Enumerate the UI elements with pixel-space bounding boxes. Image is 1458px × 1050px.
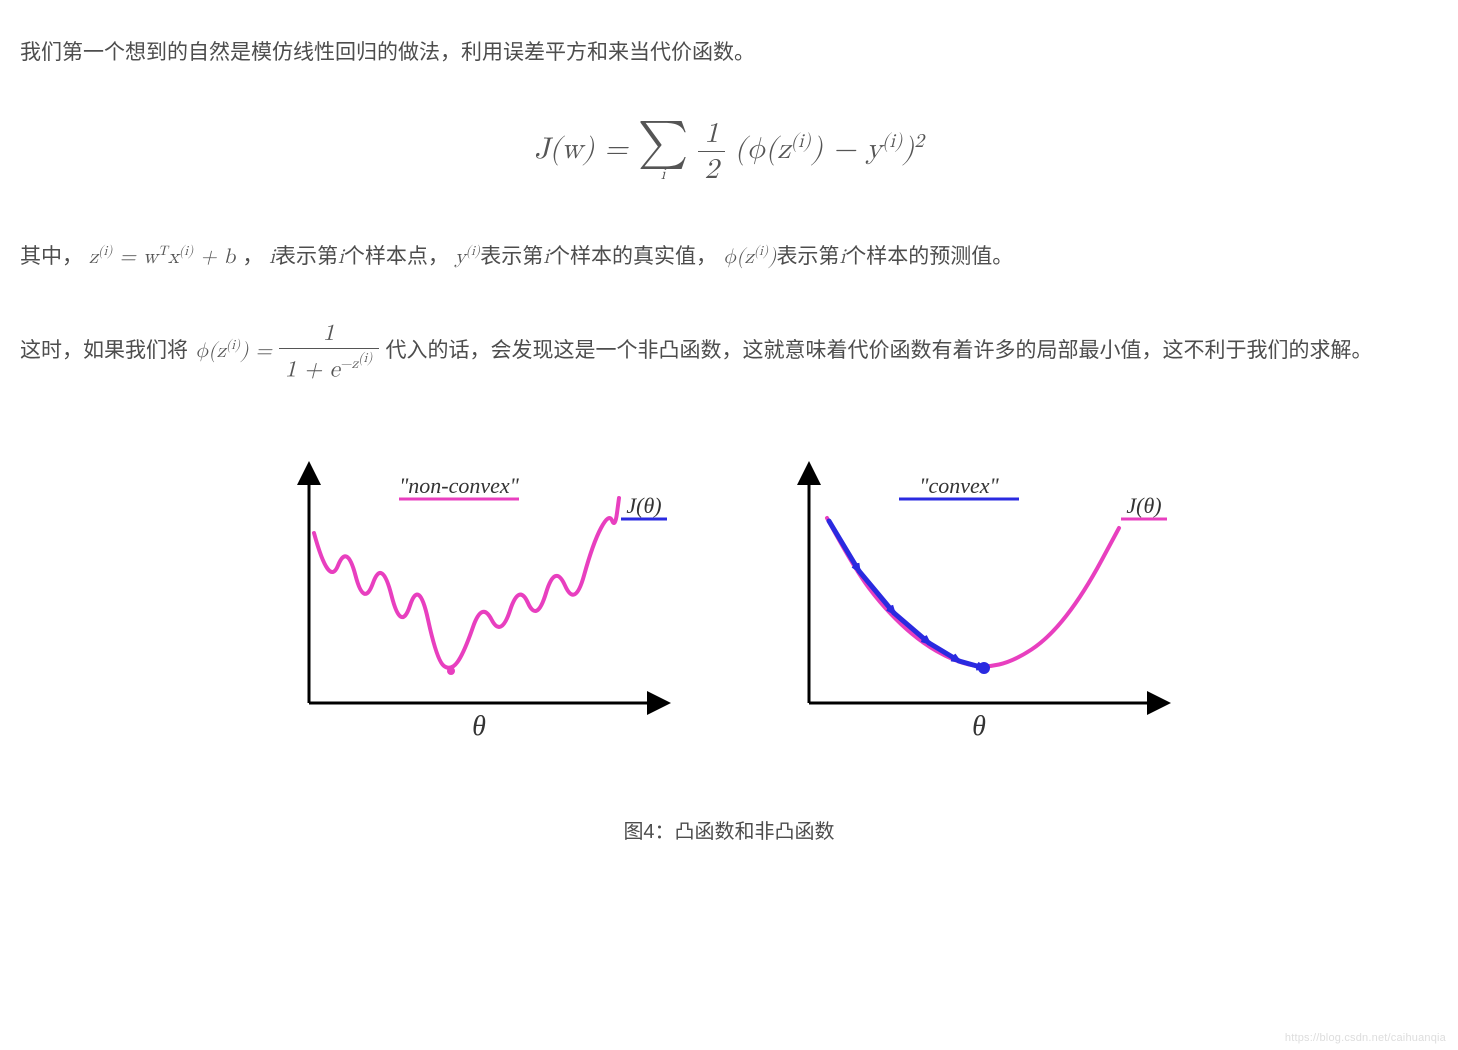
- svg-text:J(θ): J(θ): [1126, 493, 1161, 518]
- p3-mid1: 代入的话，会发现这是一个非凸函数，这就意味着代价函数有着许多的局部最小值，这不利…: [386, 339, 1373, 362]
- phi-z-symbol: ϕ(z(i)): [723, 247, 777, 268]
- intro-text: 我们第一个想到的自然是模仿线性回归的做法，利用误差平方和来当代价函数。: [20, 41, 755, 64]
- intro-paragraph: 我们第一个想到的自然是模仿线性回归的做法，利用误差平方和来当代价函数。: [20, 30, 1438, 76]
- p2-prefix: 其中，: [20, 245, 83, 268]
- z-formula: z(i) = wTx(i) + b: [89, 247, 242, 268]
- p2-mid3: 表示第: [480, 245, 543, 268]
- svg-text:J(θ): J(θ): [626, 493, 661, 518]
- p2-mid1: 表示第: [275, 245, 338, 268]
- svg-text:θ: θ: [972, 711, 986, 742]
- watermark: https://blog.csdn.net/caihuanqia: [1285, 1026, 1446, 1050]
- sigmoid-formula: ϕ(z(i)) = 11 + e−z(i): [188, 341, 386, 362]
- sigmoid-paragraph: 这时，如果我们将 ϕ(z(i)) = 11 + e−z(i) 代入的话，会发现这…: [20, 321, 1438, 383]
- svg-text:"non-convex": "non-convex": [399, 473, 520, 498]
- cost-formula: J(w) = ∑i 12 (ϕ(z(i)) − y(i))2: [20, 116, 1438, 185]
- p3-prefix: 这时，如果我们将: [20, 339, 188, 362]
- figure-caption: 图4：凸函数和非凸函数: [20, 810, 1438, 854]
- p2-mid2: 个样本点，: [344, 245, 449, 268]
- p2-mid6: 个样本的预测值。: [845, 245, 1013, 268]
- p2-mid5: 表示第: [776, 245, 839, 268]
- svg-text:θ: θ: [472, 711, 486, 742]
- y-symbol: y(i): [455, 247, 481, 268]
- charts-container: "non-convex" J(θ) θ "convex" J(θ) θ 图4：凸函数和非…: [20, 443, 1438, 854]
- definition-paragraph: 其中， z(i) = wTx(i) + b ， i表示第i个样本点， y(i)表…: [20, 234, 1438, 281]
- p2-mid4: 个样本的真实值，: [549, 245, 717, 268]
- nonconvex-chart: "non-convex" J(θ) θ: [269, 443, 689, 743]
- svg-text:"convex": "convex": [919, 473, 999, 498]
- convex-chart: "convex" J(θ) θ: [769, 443, 1189, 743]
